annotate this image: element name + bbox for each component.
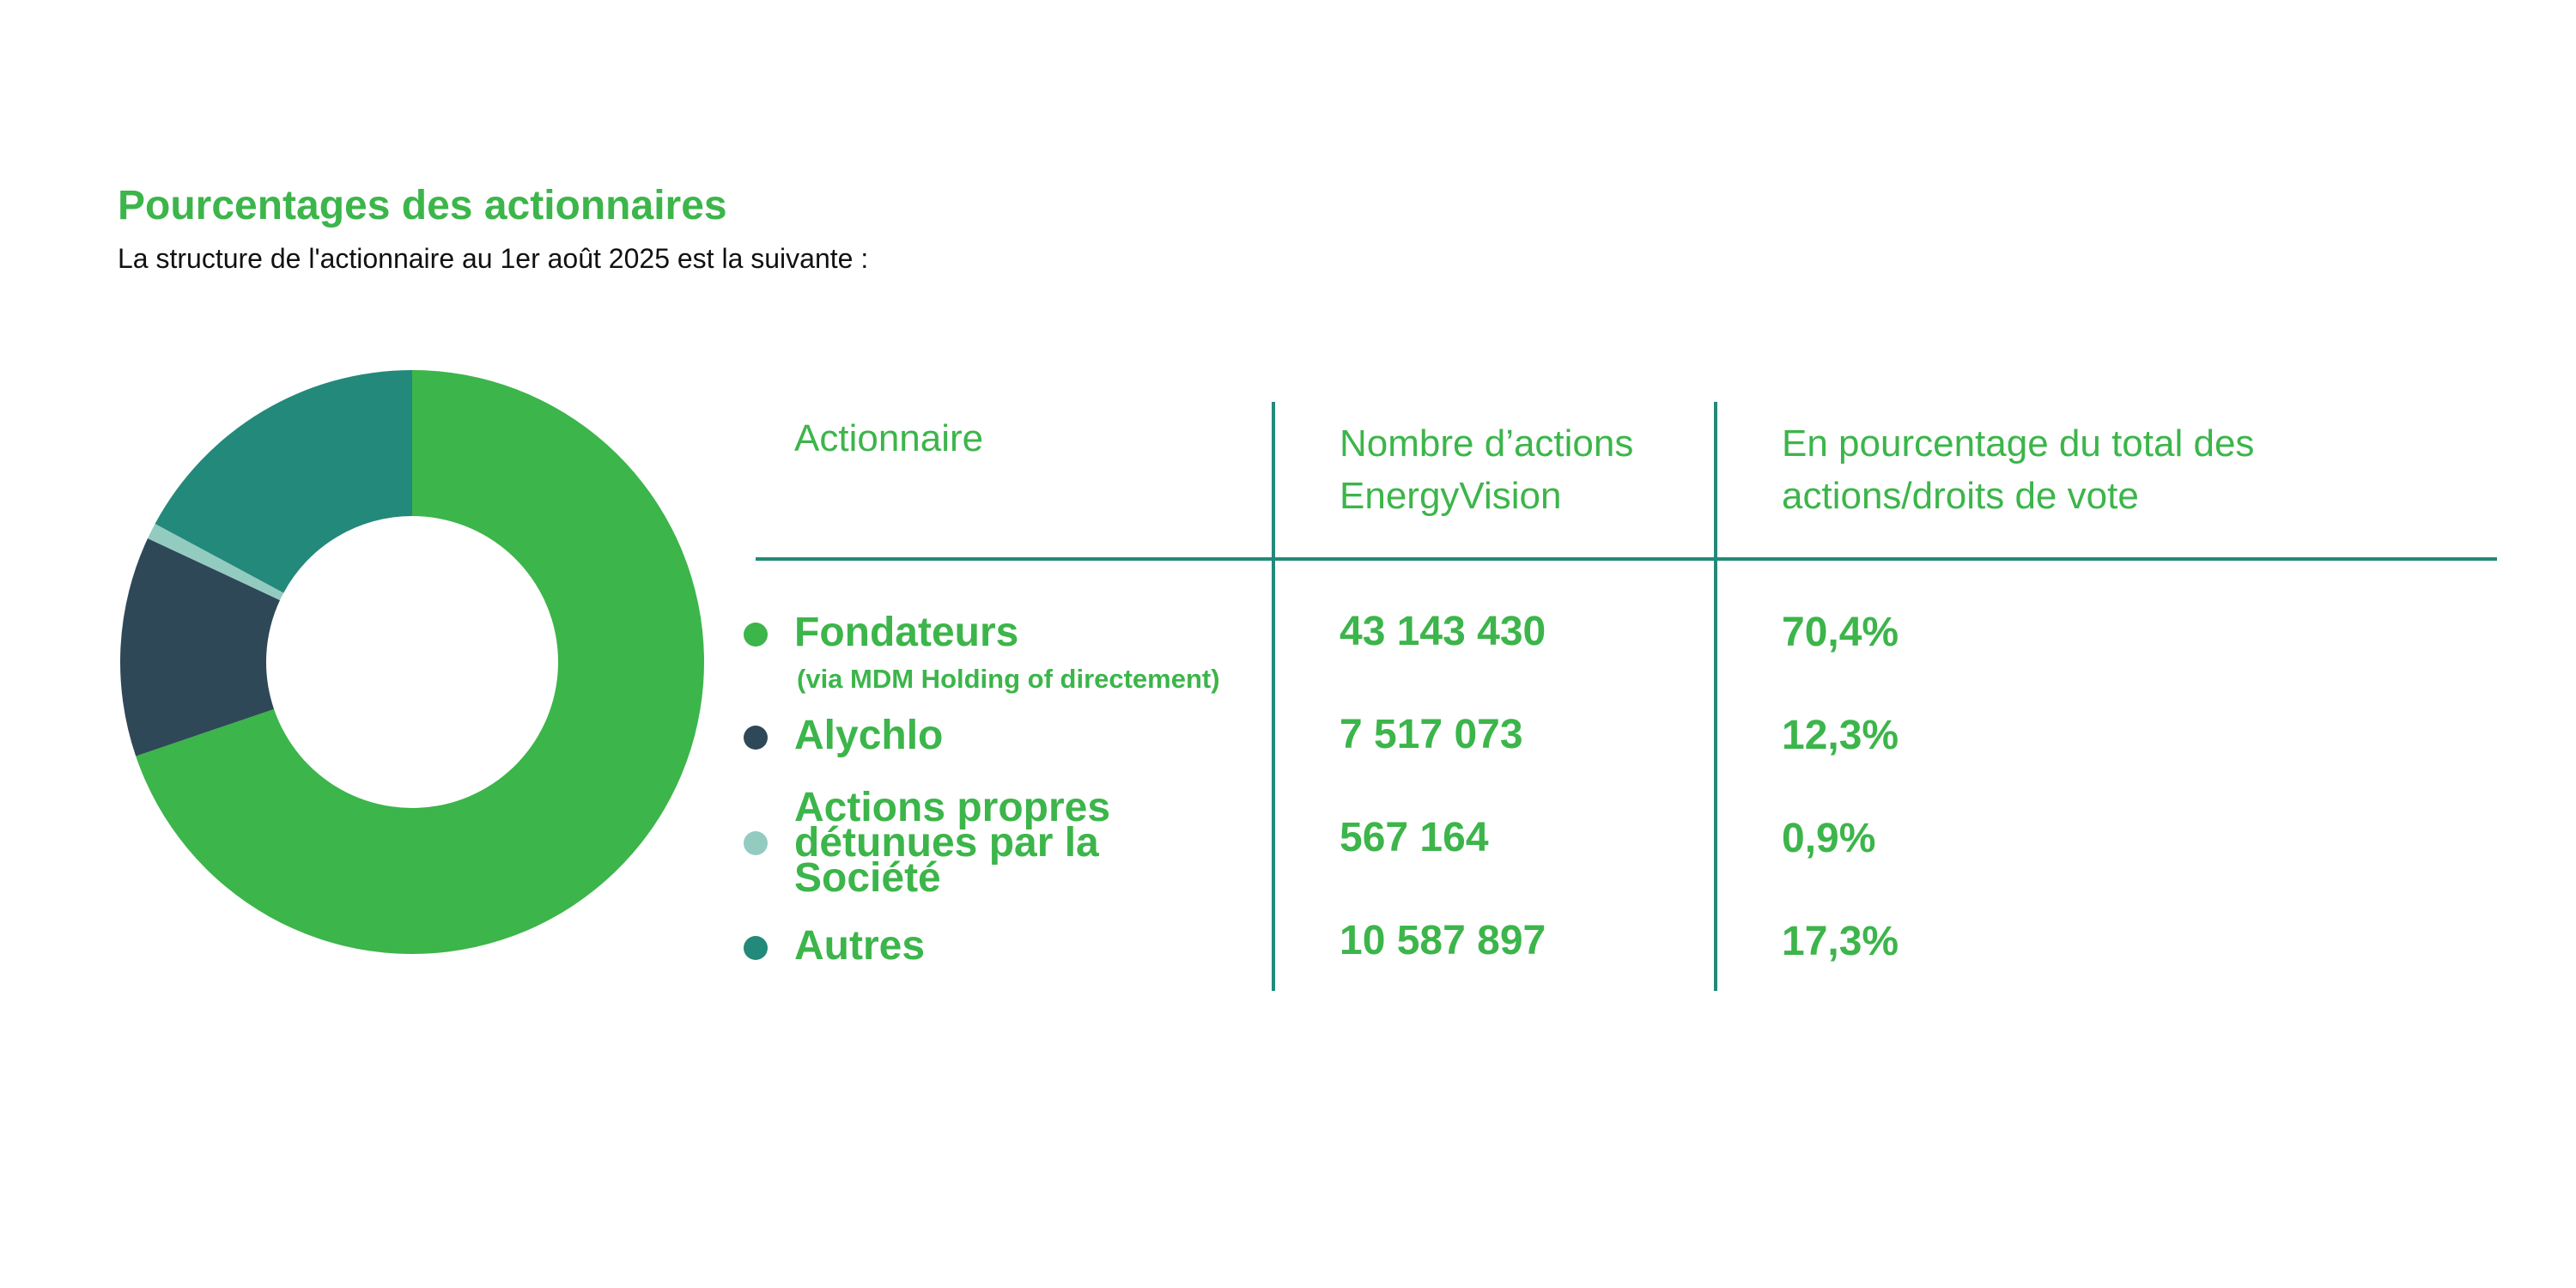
page-subtitle: La structure de l'actionnaire au 1er aoû… [118,243,869,274]
legend-dot-actions-propres [744,831,768,855]
header-shares: Nombre d’actions EnergyVision [1340,422,1634,517]
donut-slice-alychlo [120,538,281,756]
row-name-actions-propres: Actions propres détunues par la Société [794,785,1111,901]
legend-dot-autres [744,936,768,960]
row-name-alychlo: Alychlo [794,713,944,758]
row-shares-alychlo: 7 517 073 [1340,712,1523,757]
donut-slice-autres [155,370,413,593]
table-column-divider-1 [1272,402,1275,991]
row-percent-alychlo: 12,3% [1782,713,1899,758]
row-shares-actions-propres: 567 164 [1340,815,1489,860]
row-name-autres: Autres [794,923,926,969]
header-percent: En pourcentage du total des actions/droi… [1782,422,2255,517]
donut-slice-actions-propres [148,523,284,600]
row-shares-fondateurs: 43 143 430 [1340,609,1546,654]
page-title: Pourcentages des actionnaires [118,183,727,228]
table-header-divider [756,557,2497,561]
row-name-fondateurs: Fondateurs [794,610,1019,655]
row-shares-autres: 10 587 897 [1340,918,1546,963]
legend-dot-alychlo [744,726,768,750]
row-percent-autres: 17,3% [1782,919,1899,964]
legend-dot-fondateurs [744,623,768,647]
header-holder: Actionnaire [794,417,984,459]
donut-slice-fondateurs [136,370,704,954]
row-percent-fondateurs: 70,4% [1782,610,1899,655]
row-percent-actions-propres: 0,9% [1782,816,1876,861]
donut-chart [120,370,704,954]
table-column-divider-2 [1714,402,1717,991]
row-note-fondateurs: (via MDM Holding of directement) [797,664,1220,694]
